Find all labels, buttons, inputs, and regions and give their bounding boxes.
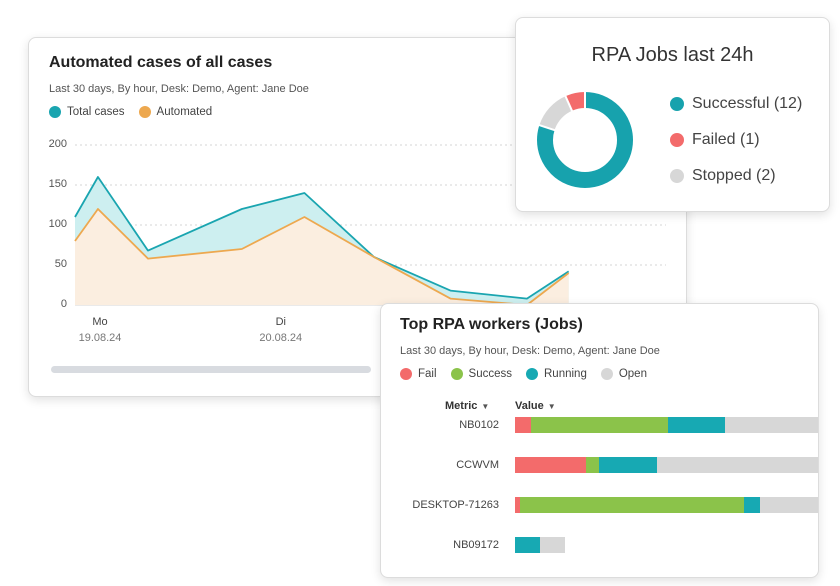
area-chart-legend: Total cases Automated [49,106,212,118]
rpa-jobs-card: RPA Jobs last 24h Successful (12) Failed… [515,17,830,212]
x-tick-date: 20.08.24 [259,332,303,344]
legend-item-total-cases[interactable]: Total cases [49,106,125,118]
top-rpa-workers-card: Top RPA workers (Jobs) Last 30 days, By … [380,303,819,578]
bar-segment-running[interactable] [599,457,657,473]
legend-label-running: Running [544,368,587,380]
metric-column-header[interactable]: Metric ▼ [445,400,489,412]
legend-dot-running [526,368,538,380]
bar-segment-success[interactable] [585,457,600,473]
bar-segment-open[interactable] [540,537,566,553]
workers-subtitle: Last 30 days, By hour, Desk: Demo, Agent… [400,345,660,357]
legend-label-success: Success [468,368,512,380]
legend-dot-fail [400,368,412,380]
area-fill-automated [75,209,569,305]
legend-item-success[interactable]: Success [450,368,512,380]
y-tick-label: 0 [60,298,67,310]
bar-segment-running[interactable] [743,497,761,513]
legend-label-fail: Fail [418,368,437,380]
bar-segment-fail[interactable] [515,457,586,473]
worker-label: DESKTOP-71263 [412,499,499,511]
x-tick-day: Mo [92,316,108,328]
value-column-header[interactable]: Value ▼ [515,400,556,412]
donut-legend-dot-successful [670,97,684,111]
donut-legend-label-stopped: Stopped (2) [692,167,776,184]
legend-label-total-cases: Total cases [67,106,125,118]
x-tick-day: Di [275,316,286,328]
legend-dot-success [450,368,463,380]
x-tick-label: Di 20.08.24 [251,314,311,346]
worker-label: NB09172 [453,539,499,551]
donut-legend-label-failed: Failed (1) [692,131,760,148]
legend-item-fail[interactable]: Fail [400,368,437,380]
donut-slice-separator [564,94,574,113]
sort-caret-icon: ▼ [481,401,490,411]
legend-item-automated[interactable]: Automated [138,106,213,118]
area-chart-plot [74,144,666,306]
x-tick-date: 19.08.24 [78,332,122,344]
bar-segment-success[interactable] [531,417,668,433]
donut-legend-label-successful: Successful (12) [692,95,803,112]
bar-segment-fail[interactable] [515,497,521,513]
bar-segment-open[interactable] [656,457,818,473]
worker-label: NB0102 [459,419,499,431]
area-chart-subtitle: Last 30 days, By hour, Desk: Demo, Agent… [49,83,309,95]
workers-legend: Fail Success Running Open [400,368,647,380]
bar-segment-running[interactable] [667,417,725,433]
sort-caret-icon: ▼ [547,401,556,411]
y-tick-label: 200 [48,138,67,150]
donut-legend-dot-failed [670,133,684,147]
bar-segment-fail[interactable] [515,417,532,433]
area-chart-title: Automated cases of all cases [49,54,273,71]
bar-segment-running[interactable] [515,537,541,553]
donut-slice-separator [538,123,556,132]
legend-dot-open [600,368,613,380]
legend-dot-automated [138,106,151,118]
metric-header-label: Metric [445,400,478,412]
workers-title: Top RPA workers (Jobs) [400,316,583,333]
donut-title: RPA Jobs last 24h [591,44,754,66]
series-line-total-cases [74,176,570,300]
series-line-automated [74,208,570,306]
x-tick-label: Mo 19.08.24 [70,314,130,346]
donut-legend-stopped[interactable]: Stopped (2) [670,167,776,185]
donut-legend-failed[interactable]: Failed (1) [670,131,760,149]
donut-legend-successful[interactable]: Successful (12) [670,95,802,113]
legend-item-running[interactable]: Running [526,368,587,380]
legend-dot-total-cases [49,106,61,118]
bar-segment-success[interactable] [520,497,744,513]
y-tick-label: 150 [48,178,67,190]
worker-label: CCWVM [456,459,499,471]
value-header-label: Value [515,400,544,412]
legend-item-open[interactable]: Open [600,368,647,380]
legend-label-open: Open [618,368,647,380]
bar-segment-open[interactable] [760,497,818,513]
donut-chart [537,91,633,188]
donut-legend-dot-stopped [670,169,684,183]
y-tick-label: 50 [54,258,67,270]
chart-horizontal-scrollbar[interactable] [51,366,371,373]
bar-segment-open[interactable] [724,417,818,433]
y-tick-label: 100 [48,218,67,230]
legend-label-automated: Automated [156,106,213,118]
